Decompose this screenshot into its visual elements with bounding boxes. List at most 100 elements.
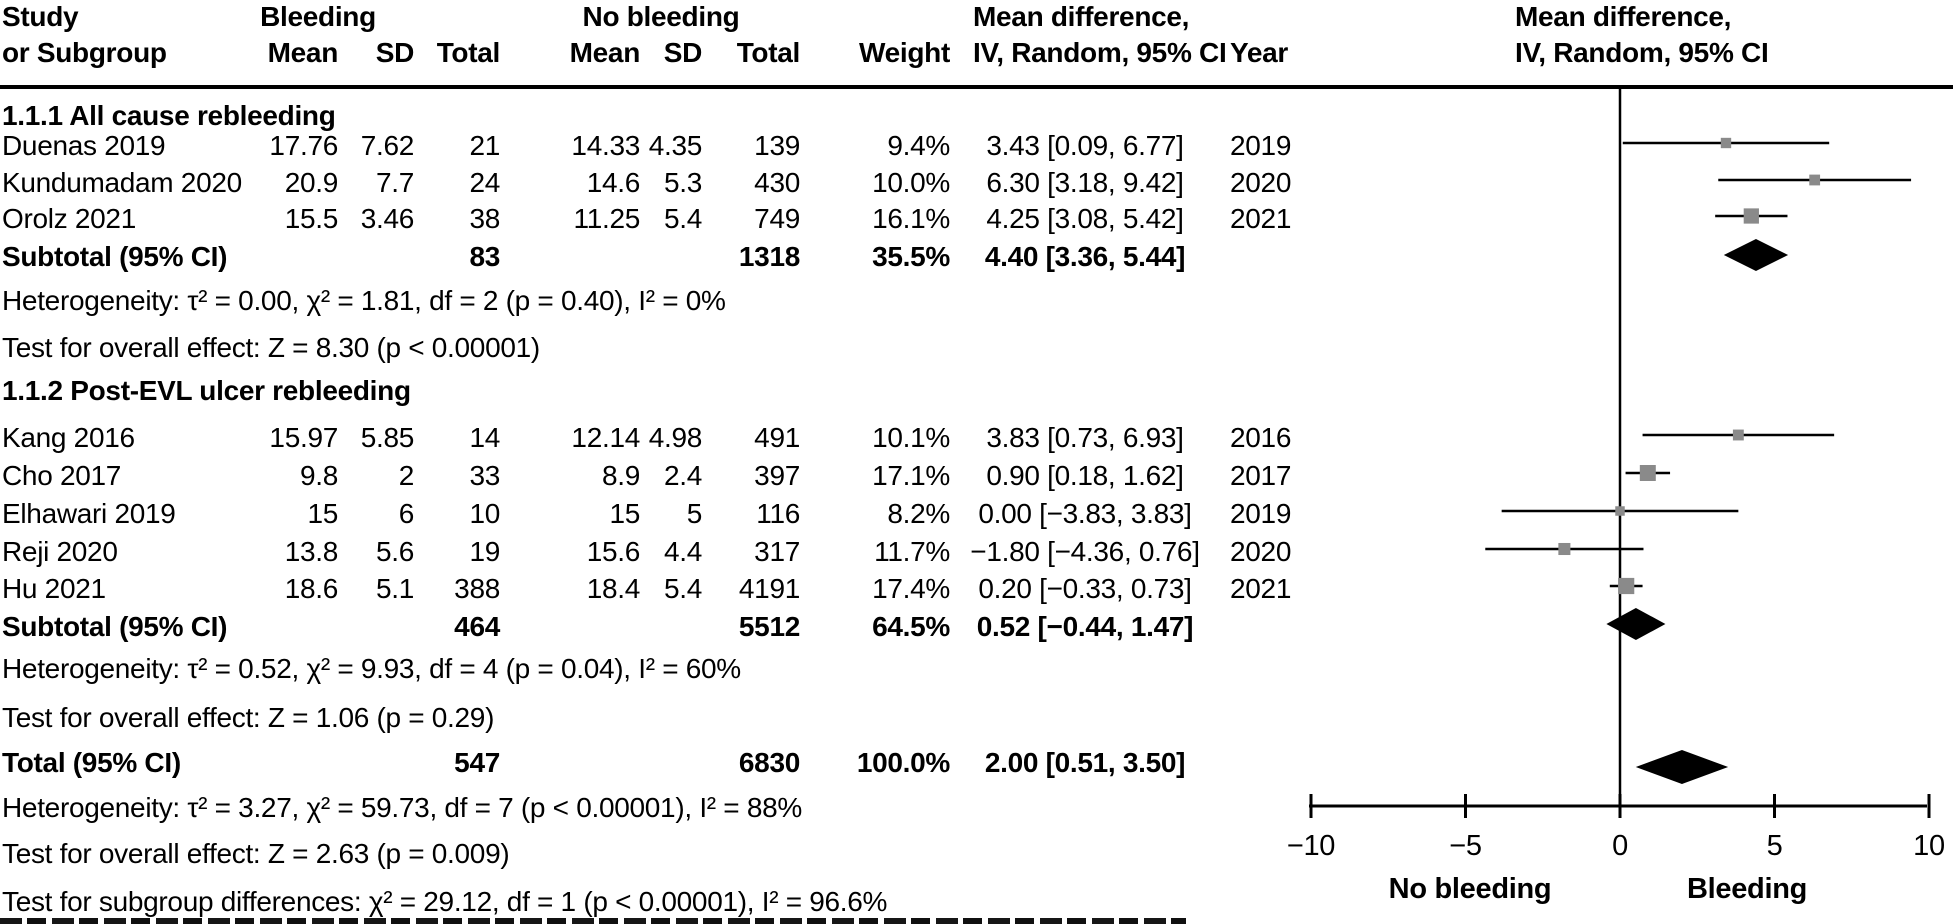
cell-nbsd: 5.4 <box>663 573 702 604</box>
cell-weight: 9.4% <box>887 130 950 161</box>
cell-nbmean: 12.14 <box>571 422 640 453</box>
cell-md-ci: 0.90 [0.18, 1.62] <box>986 460 1184 491</box>
cell-bsd: 2 <box>398 460 415 491</box>
study-row: Elhawari 2019 15 6 10 15 5 116 8.2% 0.00 [−3.83,… <box>0 496 1953 532</box>
col-header-bleeding-sd: SD <box>375 37 415 68</box>
cell-bmean: 15.97 <box>269 422 338 453</box>
cell-year: 2016 <box>1230 422 1292 453</box>
plot-header-iv-random: IV, Random, 95% CI <box>1515 37 1769 68</box>
cell-study-label: Cho 2017 <box>2 460 122 491</box>
cell-nbtotal: 1318 <box>738 241 800 272</box>
cell-nbtotal: 116 <box>756 498 800 529</box>
overall-effect-row: Test for overall effect: Z = 8.30 (p < 0… <box>0 330 1953 366</box>
cell-bsd: 5.6 <box>375 536 414 567</box>
cell-bsd: 7.7 <box>375 167 414 198</box>
cell-nbtotal: 430 <box>754 167 800 198</box>
col-header-study: Study <box>2 1 79 32</box>
cell-bsd: 5.85 <box>360 422 415 453</box>
cell-md-ci: 3.83 [0.73, 6.93] <box>986 422 1184 453</box>
cell-nbmean: 15.6 <box>586 536 641 567</box>
cell-nbtotal: 4191 <box>738 573 800 604</box>
subgroup-header-row: 1.1.2 Post-EVL ulcer rebleeding <box>0 373 1953 409</box>
cell-nbsd: 4.4 <box>663 536 702 567</box>
cell-weight: 10.1% <box>872 422 950 453</box>
study-row: Orolz 2021 15.5 3.46 38 11.25 5.4 749 16.1% 4.25… <box>0 201 1953 237</box>
subgroup-differences-row: Test for subgroup differences: χ² = 29.1… <box>0 884 1953 920</box>
cell-nbsd: 2.4 <box>663 460 702 491</box>
cell-bsd: 5.1 <box>375 573 414 604</box>
clipped-text-row <box>0 918 1186 924</box>
heterogeneity-row-label: Heterogeneity: τ² = 0.52, χ² = 9.93, df … <box>2 653 741 684</box>
cell-study-label: Orolz 2021 <box>2 203 136 234</box>
study-row: Kang 2016 15.97 5.85 14 12.14 4.98 491 10.1% 3.8… <box>0 420 1953 456</box>
cell-nbtotal: 6830 <box>738 747 800 778</box>
plot-header-mean-difference: Mean difference, <box>1515 1 1732 32</box>
cell-nbtotal: 749 <box>754 203 800 234</box>
cell-bmean: 15 <box>307 498 338 529</box>
cell-nbmean: 14.6 <box>586 167 641 198</box>
cell-bsd: 7.62 <box>360 130 415 161</box>
cell-weight: 8.2% <box>887 498 950 529</box>
cell-weight: 17.4% <box>872 573 950 604</box>
cell-bmean: 17.76 <box>269 130 338 161</box>
cell-weight: 10.0% <box>872 167 950 198</box>
heterogeneity-row: Heterogeneity: τ² = 0.52, χ² = 9.93, df … <box>0 651 1953 687</box>
cell-md-ci: 0.20 [−0.33, 0.73] <box>978 573 1192 604</box>
cell-nbsd: 4.98 <box>648 422 703 453</box>
col-header-no-bleeding-group: No bleeding <box>582 1 740 32</box>
col-header-bleeding-total: Total <box>436 37 501 68</box>
cell-bmean: 15.5 <box>284 203 339 234</box>
col-header-subgroup: or Subgroup <box>2 37 167 68</box>
cell-md-ci: 4.40 [3.36, 5.44] <box>984 241 1186 272</box>
heterogeneity-row-label: Heterogeneity: τ² = 0.00, χ² = 1.81, df … <box>2 285 726 316</box>
cell-btotal: 24 <box>469 167 500 198</box>
cell-bmean: 13.8 <box>284 536 339 567</box>
cell-study-label: Hu 2021 <box>2 573 106 604</box>
cell-nbmean: 18.4 <box>586 573 641 604</box>
cell-nbtotal: 397 <box>754 460 800 491</box>
cell-study-label: Elhawari 2019 <box>2 498 176 529</box>
cell-study-label: Reji 2020 <box>2 536 118 567</box>
cell-btotal: 388 <box>454 573 500 604</box>
cell-year: 2021 <box>1230 573 1292 604</box>
cell-btotal: 83 <box>469 241 500 272</box>
cell-nbtotal: 491 <box>754 422 800 453</box>
total-heterogeneity-row-label: Heterogeneity: τ² = 3.27, χ² = 59.73, df… <box>2 792 802 823</box>
study-row: Hu 2021 18.6 5.1 388 18.4 5.4 4191 17.4% 0.20 [−… <box>0 571 1953 607</box>
subgroup-header-row: 1.1.1 All cause rebleeding <box>0 98 1953 134</box>
cell-nbsd: 4.35 <box>648 130 703 161</box>
overall-effect-row: Test for overall effect: Z = 1.06 (p = 0… <box>0 700 1953 736</box>
cell-pooled-label: Subtotal (95% CI) <box>2 241 228 272</box>
cell-bmean: 20.9 <box>284 167 339 198</box>
cell-year: 2017 <box>1230 460 1292 491</box>
cell-year: 2019 <box>1230 130 1292 161</box>
cell-nbsd: 5.3 <box>663 167 702 198</box>
cell-year: 2019 <box>1230 498 1292 529</box>
cell-btotal: 464 <box>454 611 500 642</box>
subgroup-header-row-label: 1.1.2 Post-EVL ulcer rebleeding <box>2 375 411 406</box>
cell-year: 2021 <box>1230 203 1292 234</box>
study-row: Kundumadam 2020 20.9 7.7 24 14.6 5.3 430 10.0% 6… <box>0 165 1953 201</box>
cell-weight: 17.1% <box>872 460 950 491</box>
cell-btotal: 10 <box>469 498 500 529</box>
cell-weight: 35.5% <box>872 241 950 272</box>
col-header-nobleeding-sd: SD <box>663 37 703 68</box>
cell-md-ci: 2.00 [0.51, 3.50] <box>984 747 1186 778</box>
total-row: Total (95% CI) 547 6830 100.0% 2.00 [0.51, 3… <box>0 745 1953 781</box>
cell-weight: 64.5% <box>872 611 950 642</box>
total-overall-effect-row-label: Test for overall effect: Z = 2.63 (p = 0… <box>2 838 510 869</box>
cell-btotal: 14 <box>469 422 500 453</box>
cell-nbmean: 8.9 <box>601 460 640 491</box>
header-divider-rule <box>0 85 1953 89</box>
cell-bmean: 9.8 <box>299 460 338 491</box>
cell-year: 2020 <box>1230 167 1292 198</box>
cell-study-label: Kang 2016 <box>2 422 135 453</box>
cell-weight: 16.1% <box>872 203 950 234</box>
col-header-year: Year <box>1230 37 1288 68</box>
cell-nbtotal: 139 <box>754 130 800 161</box>
cell-nbsd: 5 <box>686 498 703 529</box>
study-row: Cho 2017 9.8 2 33 8.9 2.4 397 17.1% 0.90 [0.18, … <box>0 458 1953 494</box>
cell-btotal: 547 <box>454 747 500 778</box>
cell-nbmean: 14.33 <box>571 130 640 161</box>
